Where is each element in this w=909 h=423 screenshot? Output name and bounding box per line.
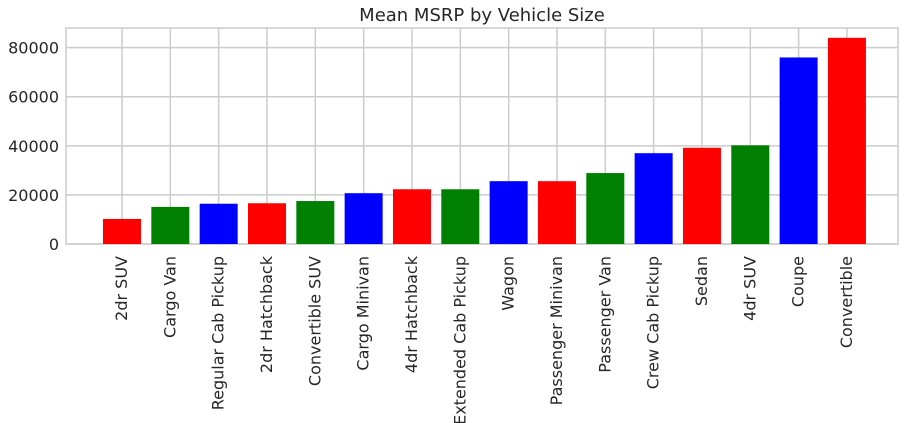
x-tick-label: Cargo Van <box>160 256 179 338</box>
bar <box>103 218 141 244</box>
x-tick-label: Crew Cab Pickup <box>644 256 663 389</box>
y-tick-label: 80000 <box>8 39 59 58</box>
y-tick-label: 20000 <box>8 186 59 205</box>
x-tick-label: 4dr Hatchback <box>402 255 421 373</box>
x-tick-label: Coupe <box>789 256 808 307</box>
x-tick-label: Sedan <box>692 256 711 306</box>
bar <box>537 181 576 244</box>
bar <box>634 153 673 244</box>
bar <box>489 181 528 244</box>
bars <box>103 37 866 245</box>
chart-title: Mean MSRP by Vehicle Size <box>359 5 605 26</box>
bar <box>199 203 238 244</box>
bar <box>247 203 286 244</box>
x-tick-label: Cargo Minivan <box>354 256 373 371</box>
bar <box>392 189 431 244</box>
x-tick-label: Convertible <box>837 256 856 348</box>
plot-area <box>65 27 899 245</box>
x-tick-label: 2dr SUV <box>112 256 131 321</box>
x-tick-label: Passenger Van <box>595 256 614 373</box>
bar <box>344 193 383 244</box>
x-tick-label: 4dr SUV <box>740 256 759 321</box>
bar <box>441 189 480 244</box>
y-tick-label: 40000 <box>8 137 59 156</box>
bar <box>151 206 190 244</box>
bar <box>682 147 721 244</box>
y-tick-label: 60000 <box>8 88 59 107</box>
y-tick-label: 0 <box>49 235 59 254</box>
x-tick-label: Convertible SUV <box>305 256 324 386</box>
x-tick-label: Regular Cab Pickup <box>209 256 228 410</box>
x-tick-label: Passenger Minivan <box>547 256 566 405</box>
bar <box>731 145 770 244</box>
bar <box>827 37 866 245</box>
x-tick-label: Wagon <box>499 256 518 311</box>
bar <box>779 57 818 244</box>
x-tick-labels: 2dr SUV Cargo Van Regular Cab Pickup 2dr Ha… <box>112 255 856 423</box>
bar <box>586 173 625 244</box>
bar <box>296 201 335 244</box>
x-tick-label: Extended Cab Pickup <box>450 256 469 423</box>
x-tick-label: 2dr Hatchback <box>257 255 276 373</box>
y-tick-labels: 0 20000 40000 60000 80000 <box>8 39 59 254</box>
